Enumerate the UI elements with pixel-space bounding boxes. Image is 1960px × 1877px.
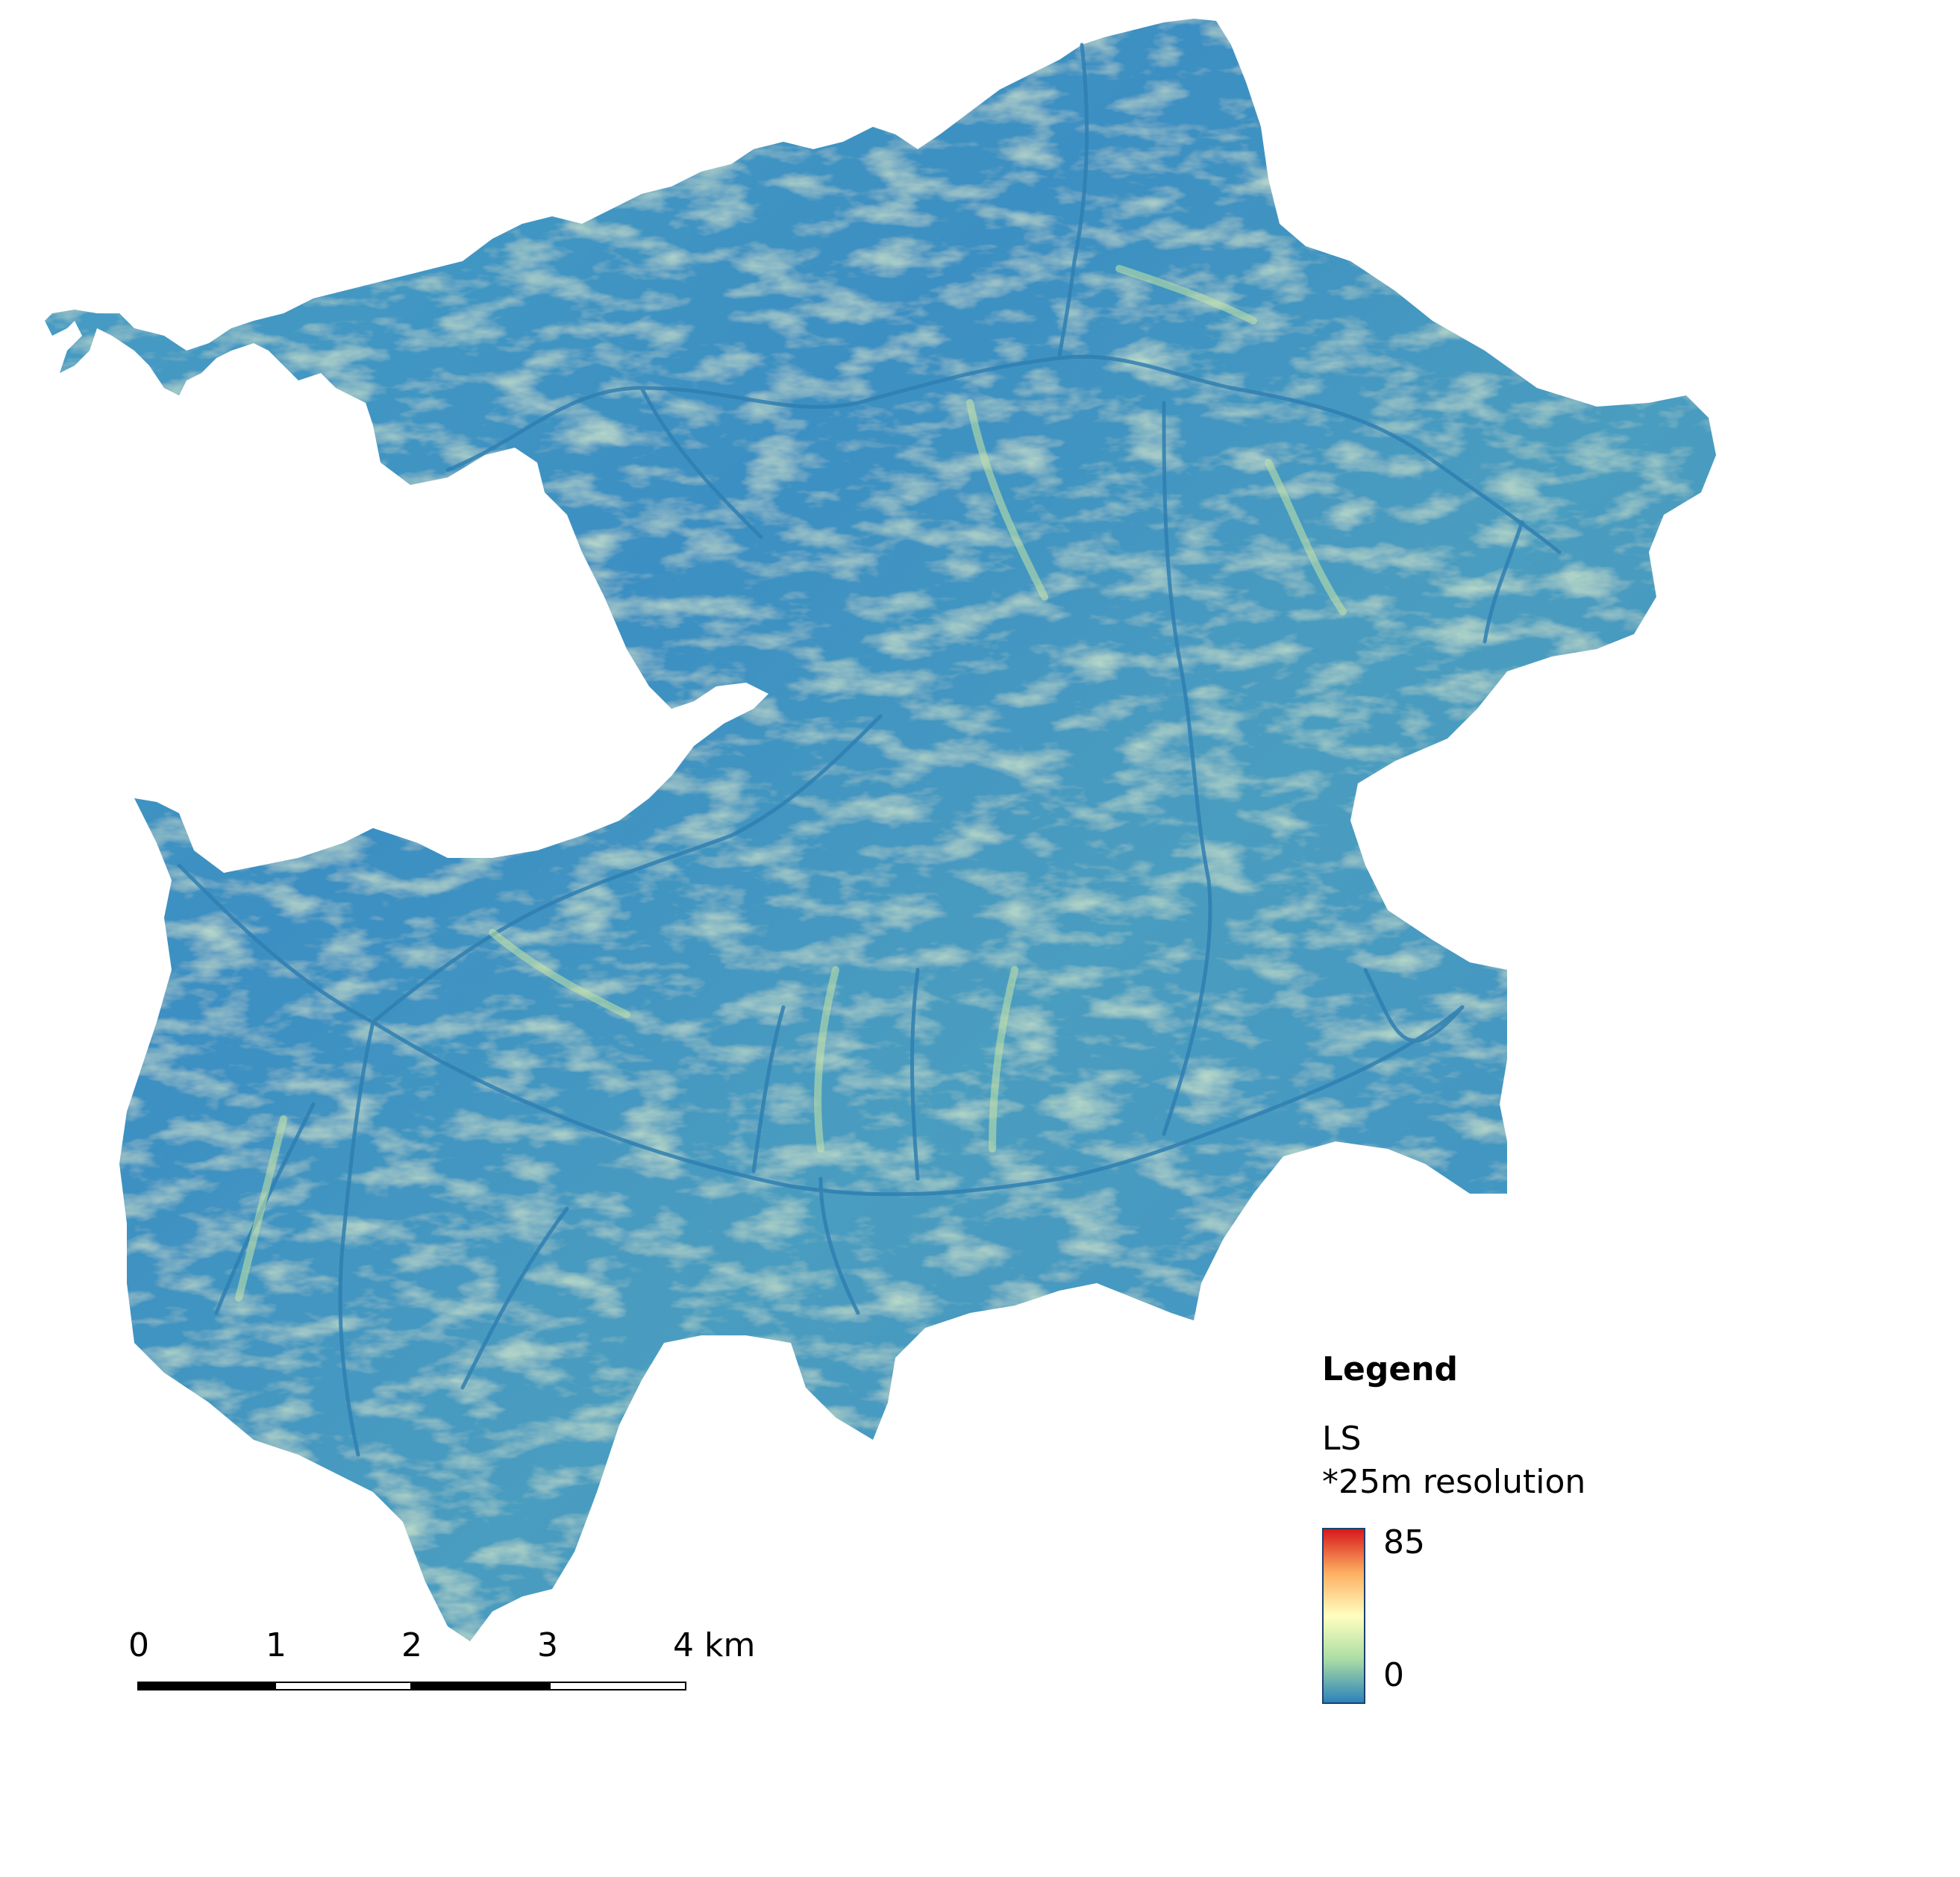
ramp-min-label: 0 bbox=[1383, 1656, 1404, 1694]
tributary-l bbox=[1482, 520, 1524, 644]
catchment-area bbox=[45, 19, 1716, 1641]
legend-title: Legend bbox=[1322, 1350, 1459, 1388]
tributary-g bbox=[751, 1005, 786, 1173]
color-ramp bbox=[1322, 1528, 1365, 1704]
scale-tick-4: 4 km bbox=[673, 1626, 756, 1664]
scale-segment-3 bbox=[412, 1682, 549, 1690]
ramp-max-label: 85 bbox=[1383, 1523, 1425, 1561]
tributary-i bbox=[460, 1206, 569, 1390]
ridge-highlights bbox=[235, 265, 1347, 1302]
tributary-b bbox=[1057, 43, 1089, 360]
tributary-k bbox=[639, 386, 763, 539]
tributary-j bbox=[1363, 968, 1465, 1043]
stream-network bbox=[177, 43, 1562, 1457]
scale-segment-4 bbox=[549, 1682, 686, 1690]
legend-resolution-note: *25m resolution bbox=[1322, 1463, 1586, 1501]
scale-tick-2: 2 bbox=[401, 1626, 422, 1664]
tributary-f bbox=[910, 968, 920, 1181]
scale-tick-1: 1 bbox=[266, 1626, 287, 1664]
tributary-d bbox=[338, 1020, 375, 1457]
scale-segment-2 bbox=[275, 1682, 412, 1690]
legend-layer-name: LS bbox=[1322, 1420, 1362, 1458]
tributary-c bbox=[1162, 401, 1212, 1136]
scale-segment-1 bbox=[137, 1682, 275, 1690]
scale-tick-3: 3 bbox=[537, 1626, 558, 1664]
tributary-a bbox=[371, 714, 883, 1024]
scale-tick-0: 0 bbox=[128, 1626, 149, 1664]
main-stream-north bbox=[445, 354, 1562, 554]
tributary-h bbox=[818, 1176, 860, 1315]
